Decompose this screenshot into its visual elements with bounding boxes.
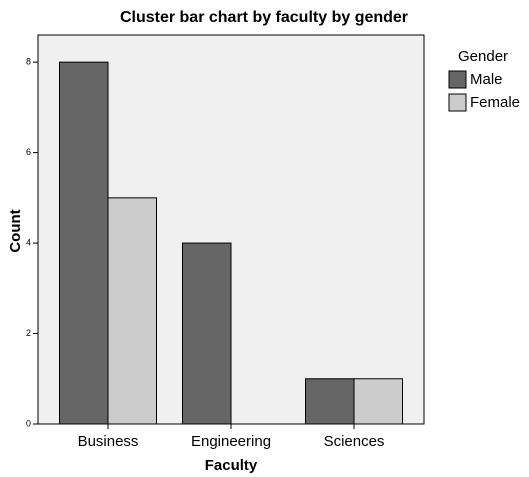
y-tick-label: 2 bbox=[26, 328, 31, 338]
y-tick-label: 8 bbox=[26, 57, 31, 67]
x-tick-label: Business bbox=[78, 433, 139, 450]
y-axis-label: Count bbox=[7, 209, 24, 252]
x-tick-label: Engineering bbox=[191, 433, 271, 450]
legend-swatch bbox=[448, 70, 467, 89]
y-tick-label: 0 bbox=[26, 418, 31, 428]
bar bbox=[353, 378, 403, 425]
x-tick-label: Sciences bbox=[324, 433, 385, 450]
bar bbox=[59, 61, 109, 425]
chart-title: Cluster bar chart by faculty by gender bbox=[120, 9, 408, 26]
y-tick-label: 6 bbox=[26, 147, 31, 157]
x-axis-label: Faculty bbox=[205, 457, 258, 474]
y-tick-label: 4 bbox=[26, 237, 31, 247]
legend-label: Male bbox=[470, 71, 503, 88]
legend-title: Gender bbox=[458, 48, 508, 65]
legend-swatch bbox=[448, 93, 467, 112]
bar bbox=[107, 197, 157, 425]
bar bbox=[182, 242, 232, 425]
bar bbox=[305, 378, 355, 425]
legend-label: Female bbox=[470, 94, 520, 111]
